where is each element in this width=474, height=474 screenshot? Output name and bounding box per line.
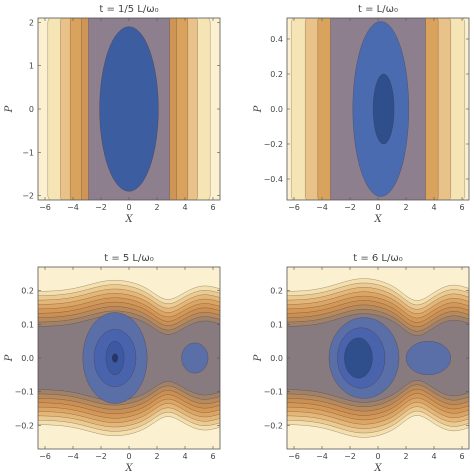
y-tick-label: 0.0 <box>270 105 283 114</box>
x-axis-label: X <box>373 463 382 474</box>
x-axis-label: X <box>124 214 133 225</box>
x-tick-label: −4 <box>316 452 328 461</box>
x-axis-label: X <box>373 214 382 225</box>
x-tick-label: −6 <box>39 452 51 461</box>
y-tick-label: −0.2 <box>15 421 34 430</box>
plot-area <box>287 18 469 200</box>
x-tick-label: 0 <box>126 203 131 212</box>
x-tick-label: −2 <box>344 452 356 461</box>
y-tick-label: 0.2 <box>270 287 283 296</box>
x-tick-label: 6 <box>459 203 464 212</box>
x-tick-label: 4 <box>182 203 187 212</box>
y-axis-label: P <box>253 105 264 113</box>
contour-panel-4: t = 6 L/ω₀ −6 −4 −2 0 2 4 6 −0.2 −0.1 0.0 0.1 0.2 X P <box>253 253 470 474</box>
y-axis-label: P <box>4 105 15 113</box>
contour-level-6 <box>99 26 159 192</box>
y-tick-label: −0.2 <box>264 421 283 430</box>
y-axis-label: P <box>4 354 15 362</box>
x-axis-label: X <box>124 463 133 474</box>
x-tick-label: 4 <box>182 452 187 461</box>
y-tick-label: 0.1 <box>21 320 34 329</box>
y-tick-label: −0.1 <box>15 388 34 397</box>
contour-level-11 <box>181 342 209 374</box>
contour-level-13 <box>344 337 373 379</box>
contour-panel-1: t = 1/5 L/ω₀ −6 −4 −2 0 2 4 6 −2 −1 0 1 2 X P <box>4 4 221 225</box>
y-tick-label: 0.1 <box>270 320 283 329</box>
x-tick-label: 6 <box>459 452 464 461</box>
x-tick-label: −2 <box>344 203 356 212</box>
y-tick-label: 0.0 <box>270 354 283 363</box>
x-tick-label: 0 <box>375 203 380 212</box>
contour-level-11 <box>405 340 452 376</box>
x-tick-label: 2 <box>403 203 408 212</box>
x-tick-label: 2 <box>154 452 159 461</box>
y-axis-label: P <box>253 354 264 362</box>
panel-title: t = 1/5 L/ω₀ <box>99 4 158 15</box>
x-tick-label: −6 <box>288 452 300 461</box>
y-tick-label: 0.0 <box>21 354 34 363</box>
y-tick-label: 2 <box>29 18 34 27</box>
x-tick-label: 4 <box>431 203 436 212</box>
x-tick-label: 0 <box>375 452 380 461</box>
y-tick-label: −1 <box>22 148 34 157</box>
x-tick-label: −4 <box>316 203 328 212</box>
y-tick-label: −2 <box>22 192 34 201</box>
contour-level-14 <box>111 353 119 363</box>
x-tick-label: 4 <box>431 452 436 461</box>
y-tick-label: 1 <box>29 62 34 71</box>
y-tick-label: −0.1 <box>264 388 283 397</box>
x-tick-label: −4 <box>67 203 79 212</box>
plot-area <box>287 267 469 449</box>
x-tick-label: −6 <box>39 203 51 212</box>
panel-title: t = 5 L/ω₀ <box>104 253 154 264</box>
x-tick-label: −2 <box>95 452 107 461</box>
y-tick-label: 0.2 <box>270 70 283 79</box>
y-tick-label: 0.2 <box>21 287 34 296</box>
x-tick-label: 2 <box>403 452 408 461</box>
contour-panel-3: t = 5 L/ω₀ −6 −4 −2 0 2 4 6 −0.2 −0.1 0.0 0.1 0.2 X P <box>4 253 221 474</box>
x-tick-label: 6 <box>210 452 215 461</box>
contour-panel-2: t = L/ω₀ −6 −4 −2 0 2 4 6 −0.4 −0.2 0.0 0.2 0.4 X P <box>253 4 470 225</box>
x-tick-label: −2 <box>95 203 107 212</box>
panel-title: t = 6 L/ω₀ <box>353 253 403 264</box>
contour-level-6 <box>372 73 395 145</box>
plot-area <box>38 267 220 449</box>
x-tick-label: −6 <box>288 203 300 212</box>
x-tick-label: −4 <box>67 452 79 461</box>
x-tick-label: 0 <box>126 452 131 461</box>
panel-title: t = L/ω₀ <box>358 4 398 15</box>
x-tick-label: 6 <box>210 203 215 212</box>
x-tick-label: 2 <box>154 203 159 212</box>
y-tick-label: −0.2 <box>264 140 283 149</box>
plot-area <box>38 18 220 200</box>
y-tick-label: 0 <box>29 105 34 114</box>
y-tick-label: −0.4 <box>264 175 283 184</box>
y-tick-label: 0.4 <box>270 35 283 44</box>
